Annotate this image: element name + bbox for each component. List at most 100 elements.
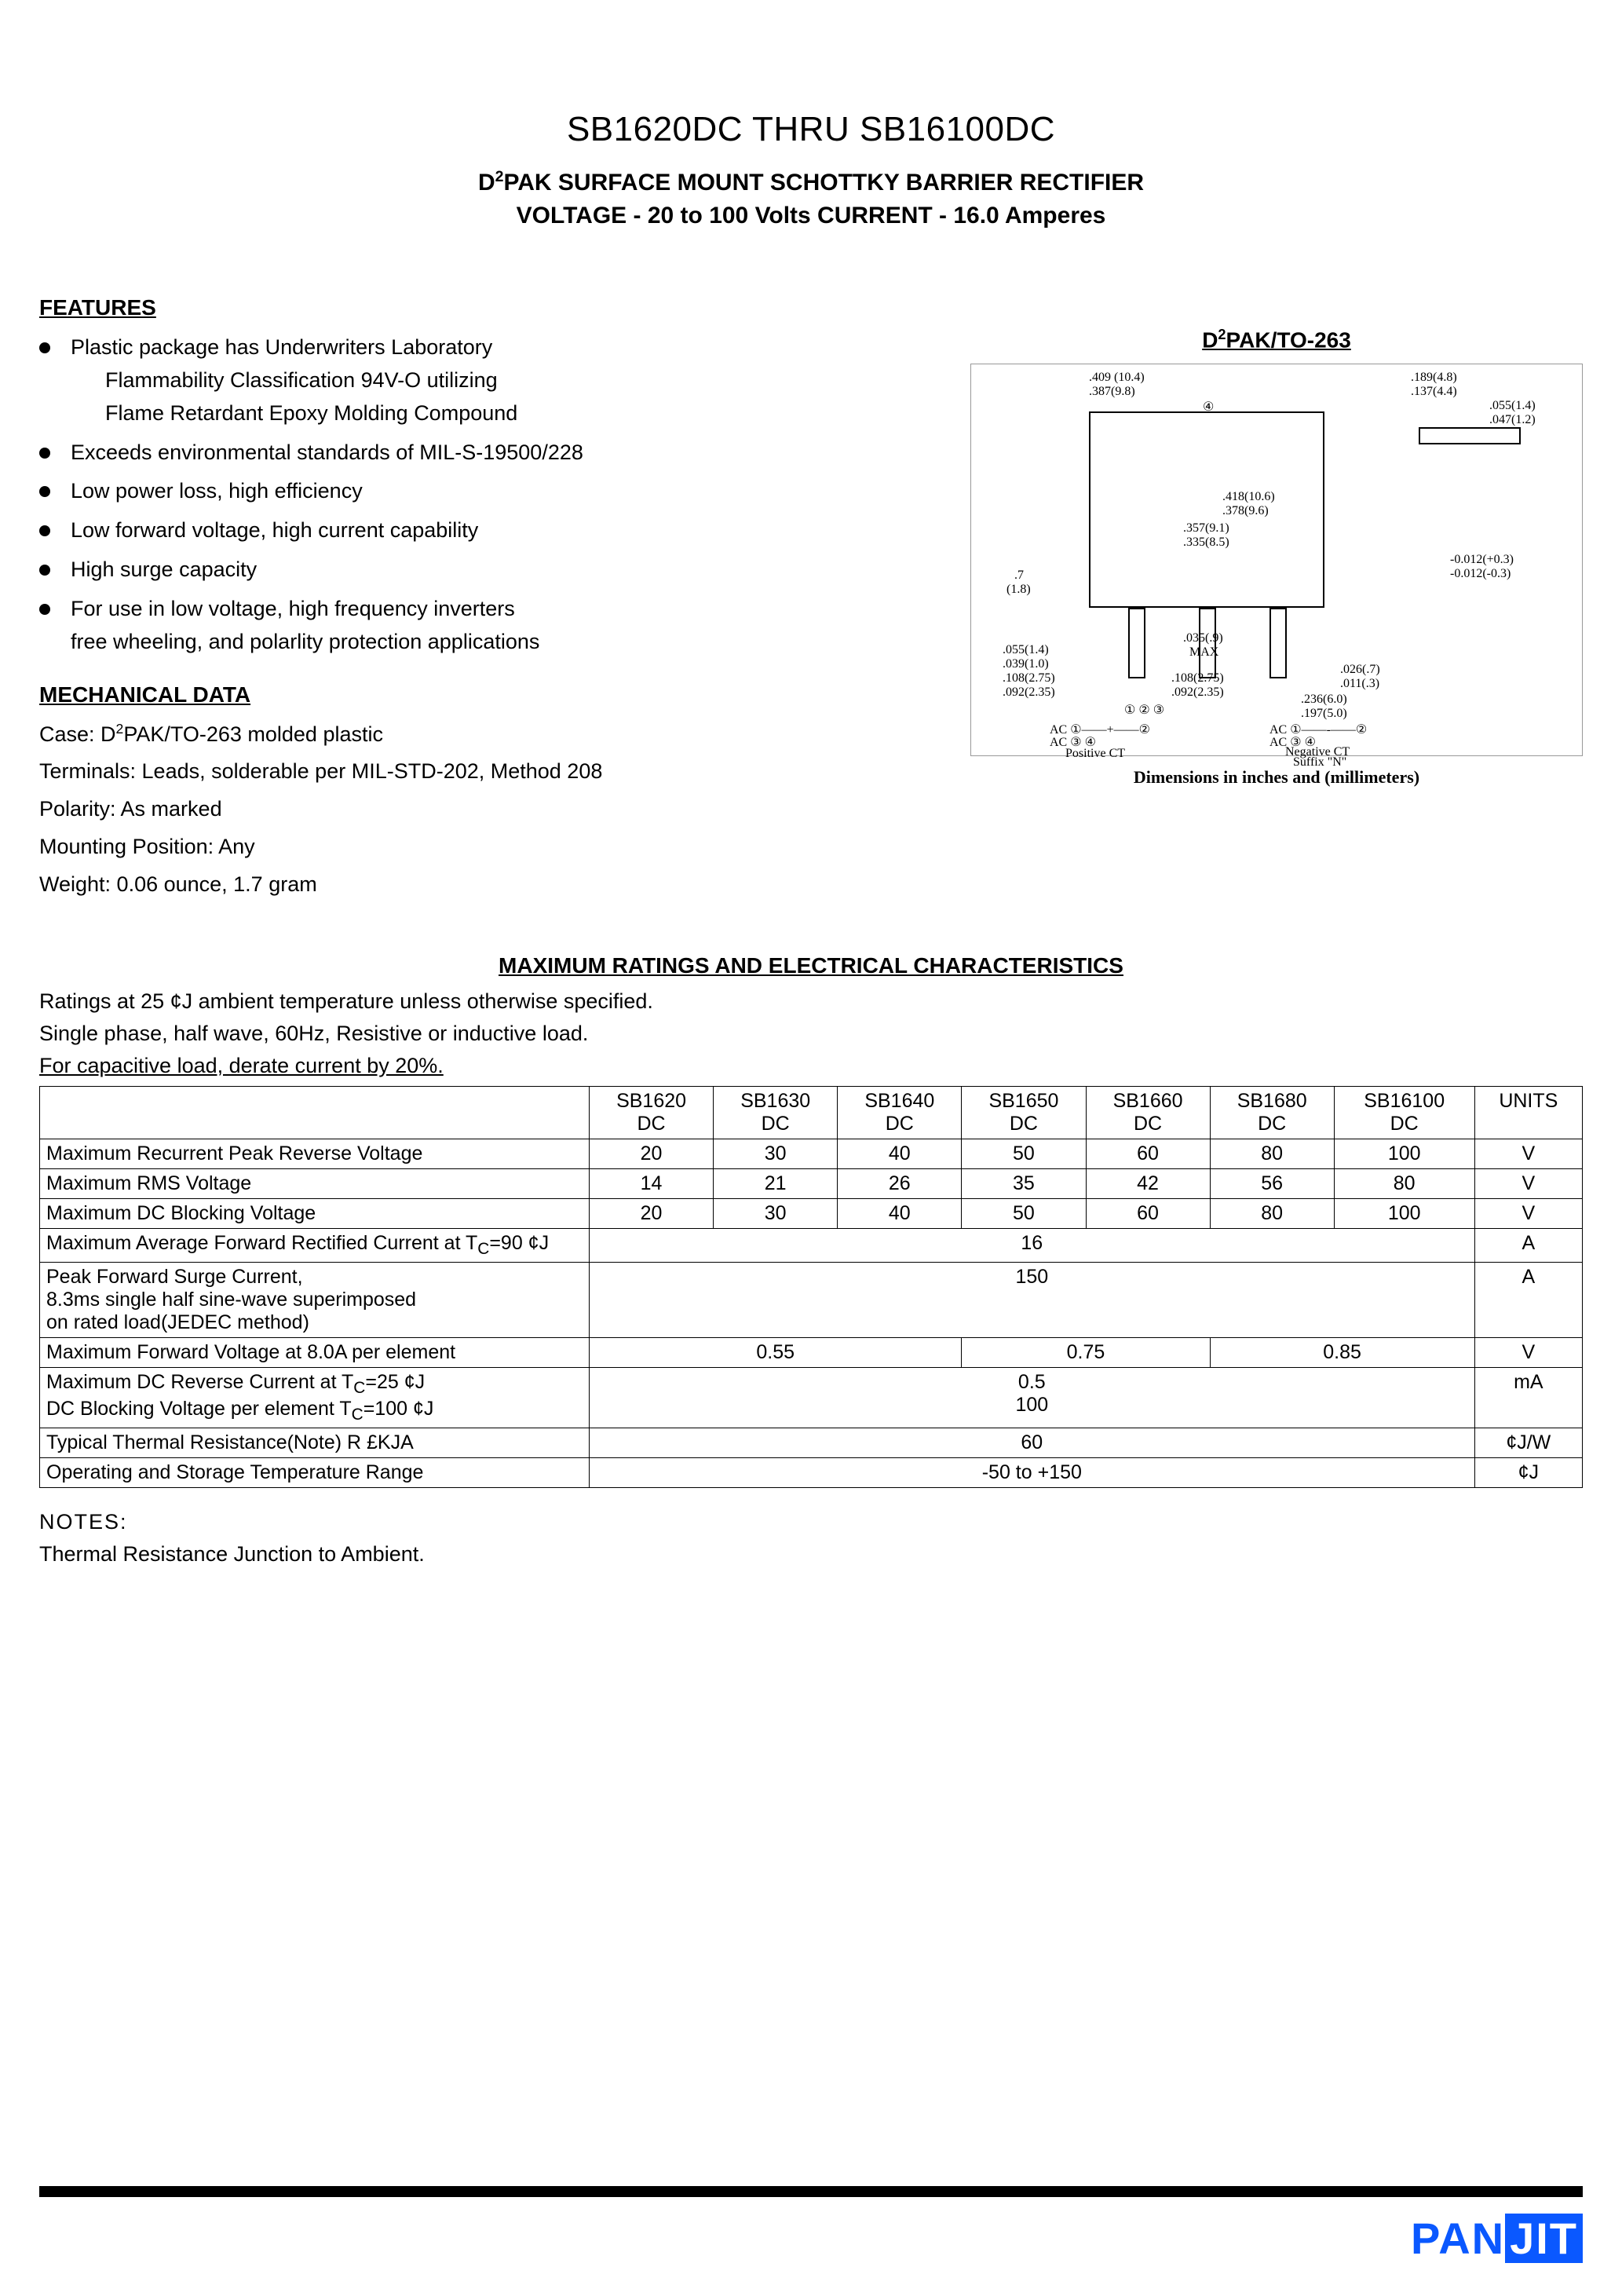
logo-part-1: PAN (1411, 2214, 1505, 2263)
mech-heading: MECHANICAL DATA (39, 682, 923, 707)
feature-text: Plastic package has Underwriters Laborat… (71, 331, 923, 430)
table-row: Operating and Storage Temperature Range-… (40, 1457, 1583, 1487)
table-header-part: SB1660DC (1086, 1086, 1210, 1139)
table-row: Maximum DC Blocking Voltage2030405060801… (40, 1198, 1583, 1228)
dim-label: .137(4.4) (1411, 385, 1457, 399)
subtitle1-pre: D (478, 170, 495, 196)
dim-label: .335(8.5) (1183, 536, 1229, 550)
table-header-part: SB16100DC (1334, 1086, 1474, 1139)
subtitle1-sup: 2 (495, 168, 504, 185)
value-cell: 21 (714, 1168, 838, 1198)
ratings-intro-3: For capacitive load, derate current by 2… (39, 1054, 1583, 1078)
param-cell: Maximum Forward Voltage at 8.0A per elem… (40, 1337, 590, 1367)
dim-label: .387(9.8) (1089, 385, 1135, 399)
value-cell: 100 (1334, 1139, 1474, 1168)
param-cell: Maximum Average Forward Rectified Curren… (40, 1228, 590, 1262)
param-cell: Maximum RMS Voltage (40, 1168, 590, 1198)
ratings-heading: MAXIMUM RATINGS AND ELECTRICAL CHARACTER… (39, 953, 1583, 978)
table-header-part: SB1630DC (714, 1086, 838, 1139)
unit-cell: V (1474, 1337, 1582, 1367)
value-cell-span: 60 (590, 1428, 1475, 1457)
dim-label: -0.012(-0.3) (1450, 567, 1511, 581)
value-cell: 80 (1334, 1168, 1474, 1198)
value-cell: 80 (1210, 1139, 1334, 1168)
mechanical-data: Case: D2PAK/TO-263 molded plastic Termin… (39, 718, 923, 901)
table-header-part: SB1620DC (590, 1086, 714, 1139)
dim-label: MAX (1189, 645, 1218, 660)
pkg-pin-3 (1269, 608, 1287, 678)
pkg-side-view (1419, 427, 1521, 444)
table-row: Maximum DC Reverse Current at TC=25 ¢JDC… (40, 1367, 1583, 1428)
dim-label: .039(1.0) (1003, 657, 1049, 671)
pkg-head-pre: D (1202, 327, 1218, 352)
ratings-intro-1: Ratings at 25 ¢J ambient temperature unl… (39, 989, 1583, 1014)
table-header-part: SB1680DC (1210, 1086, 1334, 1139)
table-header-blank (40, 1086, 590, 1139)
param-cell: Typical Thermal Resistance(Note) R £KJA (40, 1428, 590, 1457)
bullet-icon (39, 486, 50, 497)
feature-text: Exceeds environmental standards of MIL-S… (71, 437, 923, 470)
param-cell: Operating and Storage Temperature Range (40, 1457, 590, 1487)
subtitle-line-1: D2PAK SURFACE MOUNT SCHOTTKY BARRIER REC… (39, 168, 1583, 196)
value-cell-span: 0.5100 (590, 1367, 1475, 1428)
dim-label: (1.8) (1006, 583, 1031, 597)
value-cell: 40 (838, 1139, 962, 1168)
notes-body: Thermal Resistance Junction to Ambient. (39, 1542, 1583, 1567)
unit-cell: A (1474, 1228, 1582, 1262)
table-row: Maximum Average Forward Rectified Curren… (40, 1228, 1583, 1262)
feature-item: For use in low voltage, high frequency i… (39, 593, 923, 659)
param-cell: Maximum Recurrent Peak Reverse Voltage (40, 1139, 590, 1168)
value-cell: 30 (714, 1198, 838, 1228)
table-header-units: UNITS (1474, 1086, 1582, 1139)
dim-label: .108(2.75) (1171, 671, 1224, 686)
value-cell: 14 (590, 1168, 714, 1198)
mech-weight: Weight: 0.06 ounce, 1.7 gram (39, 868, 923, 901)
feature-item: Exceeds environmental standards of MIL-S… (39, 437, 923, 470)
subtitle1-post: PAK SURFACE MOUNT SCHOTTKY BARRIER RECTI… (503, 170, 1144, 196)
mech-terminals: Terminals: Leads, solderable per MIL-STD… (39, 755, 923, 788)
value-cell: 100 (1334, 1198, 1474, 1228)
features-heading: FEATURES (39, 295, 923, 320)
logo-part-2: JIT (1505, 2214, 1583, 2263)
value-cell: 26 (838, 1168, 962, 1198)
value-cell-span: 150 (590, 1262, 1475, 1337)
value-cell: 30 (714, 1139, 838, 1168)
mech-case: Case: D2PAK/TO-263 molded plastic (39, 718, 923, 751)
value-cell: 50 (962, 1198, 1086, 1228)
dim-label: .055(1.4) (1003, 643, 1049, 657)
value-cell-group: 0.85 (1210, 1337, 1474, 1367)
unit-cell: V (1474, 1168, 1582, 1198)
feature-text: Low power loss, high efficiency (71, 475, 923, 508)
feature-item: High surge capacity (39, 554, 923, 587)
pkg-head-post: PAK/TO-263 (1226, 327, 1351, 352)
dim-label: .418(10.6) (1222, 490, 1275, 504)
dim-label: .236(6.0) (1301, 693, 1347, 707)
dim-label: .189(4.8) (1411, 371, 1457, 385)
dim-label: Positive CT (1065, 747, 1125, 761)
features-list: Plastic package has Underwriters Laborat… (39, 331, 923, 659)
param-cell: Peak Forward Surge Current,8.3ms single … (40, 1262, 590, 1337)
right-column: D2PAK/TO-263 .409 (10.4).387(9.8)④.189(4… (970, 276, 1583, 906)
brand-logo: PANJIT (1411, 2213, 1583, 2264)
notes-heading: NOTES: (39, 1510, 1583, 1534)
table-header-part: SB1640DC (838, 1086, 962, 1139)
dim-label: .357(9.1) (1183, 521, 1229, 536)
table-row: Maximum RMS Voltage14212635425680V (40, 1168, 1583, 1198)
dim-label: .7 (1014, 569, 1024, 583)
doc-title: SB1620DC THRU SB16100DC (39, 110, 1583, 149)
unit-cell: V (1474, 1139, 1582, 1168)
dim-label: Suffix "N" (1293, 755, 1346, 770)
subtitle-line-2: VOLTAGE - 20 to 100 Volts CURRENT - 16.0… (39, 203, 1583, 229)
dim-label: .378(9.6) (1222, 504, 1269, 518)
table-row: Maximum Recurrent Peak Reverse Voltage20… (40, 1139, 1583, 1168)
table-header-part: SB1650DC (962, 1086, 1086, 1139)
value-cell: 80 (1210, 1198, 1334, 1228)
table-row: Peak Forward Surge Current,8.3ms single … (40, 1262, 1583, 1337)
value-cell-span: -50 to +150 (590, 1457, 1475, 1487)
value-cell: 35 (962, 1168, 1086, 1198)
dim-label: .092(2.35) (1171, 686, 1224, 700)
dim-label: .409 (10.4) (1089, 371, 1145, 385)
bullet-icon (39, 342, 50, 353)
param-cell: Maximum DC Blocking Voltage (40, 1198, 590, 1228)
mech-polarity: Polarity: As marked (39, 793, 923, 826)
